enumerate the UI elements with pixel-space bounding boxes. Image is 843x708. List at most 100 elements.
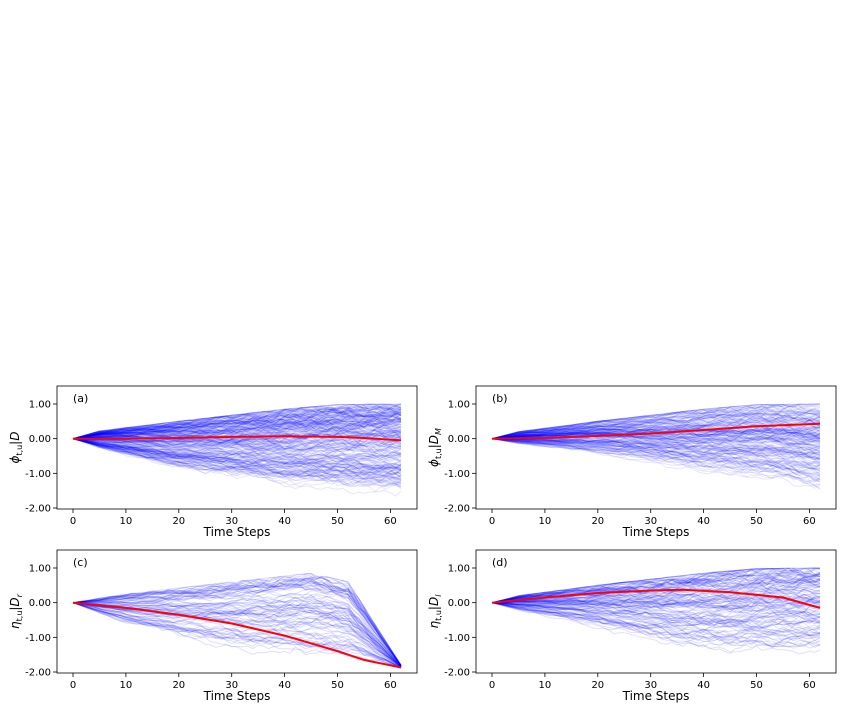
run-line [72, 407, 402, 440]
run-line [72, 438, 402, 482]
run-line [72, 418, 402, 440]
run-line [491, 568, 821, 604]
run-line [72, 416, 402, 440]
run-line [72, 438, 402, 475]
run-line [491, 413, 821, 440]
x-tick-label: 30 [644, 516, 657, 527]
run-line [72, 410, 402, 440]
run-line [491, 438, 821, 489]
run-line [72, 407, 402, 440]
x-tick-label: 60 [384, 516, 397, 527]
run-line [491, 403, 820, 440]
run-line [72, 438, 402, 477]
run-line [491, 598, 821, 610]
run-line [72, 412, 401, 440]
run-line [72, 438, 402, 465]
run-line [491, 424, 821, 440]
x-tick-label: 40 [697, 516, 710, 527]
run-line [72, 438, 402, 463]
run-line [491, 602, 821, 625]
run-line [491, 594, 821, 608]
run-line [72, 407, 402, 440]
run-line [73, 437, 402, 453]
run-line [491, 571, 821, 604]
run-line [73, 438, 402, 451]
run-line [491, 438, 821, 471]
y-tick-label: 1.00 [29, 564, 51, 575]
run-line [72, 438, 402, 481]
run-line [491, 602, 821, 634]
run-line [491, 602, 821, 635]
run-line [72, 438, 402, 465]
run-line [72, 438, 402, 486]
run-line [491, 593, 821, 604]
run-line [72, 403, 402, 440]
x-tick-label: 30 [225, 516, 238, 527]
run-line [491, 602, 821, 647]
run-line [72, 602, 402, 668]
run-line [72, 427, 402, 440]
run-line [72, 409, 402, 440]
run-line [72, 602, 402, 669]
run-line [491, 602, 821, 637]
run-line [491, 405, 821, 440]
run-line [72, 403, 402, 440]
run-line [491, 581, 821, 604]
run-line [72, 438, 402, 480]
run-line [491, 425, 821, 440]
run-line [491, 438, 821, 457]
y-axis-title: ηt,u|Dr [8, 593, 24, 629]
run-line [492, 438, 821, 460]
run-line [491, 413, 821, 440]
runs-b [491, 403, 821, 490]
run-line [72, 602, 402, 667]
run-line [72, 414, 402, 440]
run-line [73, 438, 402, 462]
run-line [491, 567, 821, 604]
run-line [491, 438, 821, 456]
run-line [72, 438, 402, 456]
run-line [72, 602, 402, 668]
run-line [491, 423, 821, 440]
run-line [72, 413, 402, 440]
run-line [72, 602, 402, 668]
run-line [491, 427, 821, 442]
run-line [72, 602, 402, 669]
x-tick-label: 10 [120, 516, 133, 527]
run-line [72, 438, 402, 485]
x-tick-label: 30 [225, 680, 238, 691]
run-line [72, 593, 402, 667]
run-line [491, 602, 821, 617]
run-line [491, 406, 821, 440]
run-line [491, 588, 821, 604]
run-line [72, 438, 402, 480]
run-line [72, 403, 402, 440]
run-line [491, 602, 821, 644]
run-line [491, 602, 821, 633]
runs-a [72, 403, 402, 497]
run-line [491, 428, 821, 440]
run-line [72, 602, 402, 668]
run-line [491, 596, 821, 608]
run-line [491, 600, 821, 620]
run-line [72, 438, 402, 478]
run-line [491, 567, 821, 604]
run-line [72, 416, 402, 440]
run-line [72, 415, 402, 440]
x-tick-label: 60 [803, 516, 816, 527]
run-line [72, 577, 402, 666]
run-line [491, 567, 821, 604]
run-line [491, 414, 821, 440]
run-line [72, 417, 402, 440]
run-line [491, 429, 821, 446]
run-line [72, 438, 402, 470]
run-line [72, 438, 402, 470]
run-line [72, 438, 402, 464]
run-line [72, 412, 402, 440]
run-line [72, 407, 402, 440]
run-line [72, 438, 402, 458]
run-line [72, 405, 402, 440]
run-line [491, 573, 821, 604]
run-line [491, 573, 821, 604]
